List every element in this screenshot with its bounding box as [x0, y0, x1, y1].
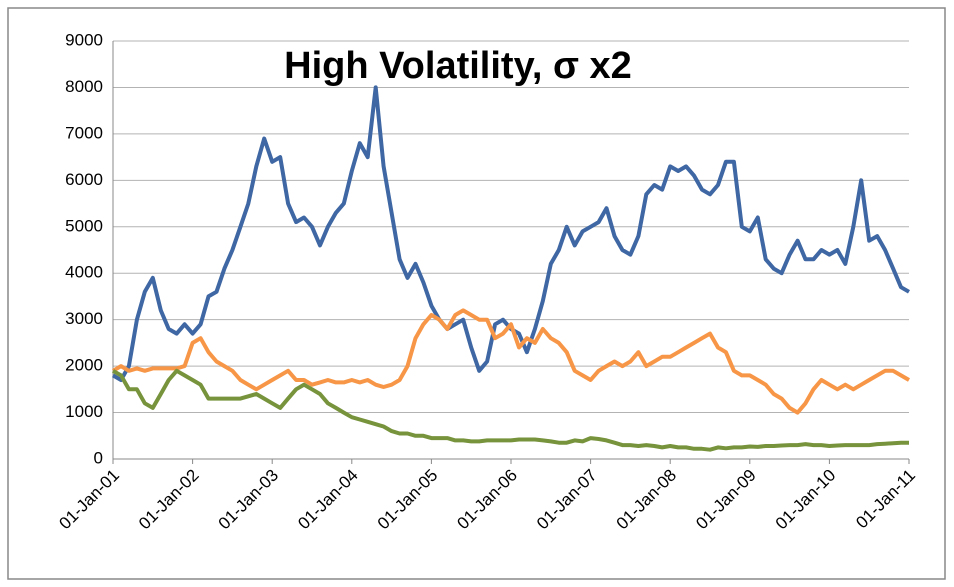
chart-title: High Volatility, σ x2 — [284, 45, 632, 87]
y-tick-label: 5000 — [65, 216, 103, 235]
y-tick-label: 1000 — [65, 402, 103, 421]
y-tick-label: 9000 — [65, 30, 103, 49]
series-line — [111, 308, 910, 415]
series-line — [112, 368, 909, 452]
y-tick-label: 6000 — [65, 170, 103, 189]
y-tick-label: 7000 — [65, 123, 103, 142]
chart-border — [7, 7, 946, 580]
y-tick-label: 8000 — [65, 77, 103, 96]
y-tick-label: 2000 — [65, 356, 103, 375]
y-tick-label: 0 — [94, 448, 103, 467]
y-tick-label: 4000 — [65, 263, 103, 282]
y-tick-label: 3000 — [65, 309, 103, 328]
